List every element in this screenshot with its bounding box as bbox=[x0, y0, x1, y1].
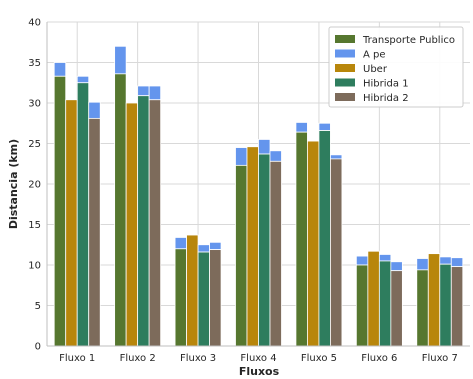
bar-walk-segment bbox=[88, 101, 101, 119]
y-tick-label: 0 bbox=[35, 342, 41, 353]
bar-transporte-publico bbox=[235, 164, 248, 347]
x-tick-label: Fluxo 1 bbox=[59, 353, 95, 364]
legend-swatch bbox=[335, 49, 355, 58]
bar-walk-segment bbox=[53, 62, 67, 77]
y-tick-label: 35 bbox=[28, 58, 41, 69]
legend-label: Hibrida 1 bbox=[363, 79, 409, 90]
bar-hibrida-2 bbox=[390, 270, 403, 347]
bar-walk-segment bbox=[416, 258, 429, 271]
legend-label: Hibrida 2 bbox=[363, 93, 409, 104]
y-tick-label: 25 bbox=[28, 139, 41, 150]
bar-walk-segment bbox=[174, 237, 187, 250]
bars-group bbox=[53, 45, 464, 347]
x-axis-label: Fluxos bbox=[239, 365, 280, 378]
bar-hibrida-1 bbox=[137, 95, 150, 347]
x-tick-label: Fluxo 4 bbox=[240, 353, 276, 364]
bar-walk-segment bbox=[330, 154, 343, 160]
bar-transporte-publico bbox=[295, 131, 308, 347]
bar-transporte-publico bbox=[174, 248, 187, 347]
bar-hibrida-2 bbox=[88, 117, 101, 347]
legend-label: Uber bbox=[363, 64, 388, 75]
y-tick-label: 5 bbox=[35, 301, 41, 312]
y-tick-labels: 0 5 10 15 20 25 30 35 40 bbox=[28, 18, 41, 353]
x-tick-label: Fluxo 5 bbox=[301, 353, 337, 364]
bar-transporte-publico bbox=[355, 264, 369, 347]
bar-walk-segment bbox=[450, 257, 464, 268]
bar-transporte-publico bbox=[114, 73, 127, 347]
bar-hibrida-1 bbox=[378, 260, 392, 347]
y-axis-label: Distancia (km) bbox=[7, 139, 20, 229]
bar-walk-segment bbox=[390, 261, 403, 272]
axes bbox=[46, 22, 470, 347]
bar-transporte-publico bbox=[416, 269, 429, 347]
legend-swatch bbox=[335, 93, 355, 101]
bar-walk-segment bbox=[209, 241, 222, 251]
bar-walk-segment bbox=[137, 85, 150, 97]
x-tick-label: Fluxo 3 bbox=[180, 353, 216, 364]
legend-label: Transporte Publico bbox=[362, 35, 455, 46]
bar-uber bbox=[186, 234, 199, 347]
bar-hibrida-2 bbox=[269, 160, 282, 347]
bar-walk-segment bbox=[148, 85, 162, 101]
bar-hibrida-1 bbox=[439, 263, 452, 347]
x-tick-label: Fluxo 2 bbox=[120, 353, 156, 364]
bar-walk-segment bbox=[318, 122, 331, 131]
y-tick-label: 30 bbox=[28, 99, 41, 110]
bar-hibrida-2 bbox=[209, 249, 222, 347]
bar-hibrida-1 bbox=[318, 130, 331, 347]
y-tick-label: 20 bbox=[28, 180, 41, 191]
bar-hibrida-2 bbox=[148, 99, 162, 347]
y-tick-label: 10 bbox=[28, 261, 41, 272]
x-tick-label: Fluxo 6 bbox=[361, 353, 397, 364]
x-tick-labels: Fluxo 1 Fluxo 2 Fluxo 3 Fluxo 4 Fluxo 5 Fluxo… bbox=[59, 353, 458, 364]
bar-uber bbox=[307, 140, 320, 347]
bar-walk-segment bbox=[76, 75, 90, 84]
bar-walk-segment bbox=[235, 147, 248, 166]
legend-label: A pe bbox=[363, 50, 386, 61]
bar-walk-segment bbox=[197, 244, 210, 253]
bar-walk-segment bbox=[355, 255, 369, 266]
legend-box bbox=[328, 26, 464, 108]
bar-walk-segment bbox=[439, 256, 452, 265]
y-tick-label: 15 bbox=[28, 220, 41, 231]
bar-walk-segment bbox=[295, 122, 308, 133]
bar-hibrida-1 bbox=[197, 251, 210, 347]
legend-swatch bbox=[335, 64, 355, 72]
bar-hibrida-2 bbox=[450, 266, 464, 347]
bar-walk-segment bbox=[114, 45, 127, 75]
bar-uber bbox=[125, 102, 139, 347]
legend-swatch bbox=[335, 35, 355, 43]
bar-uber bbox=[65, 99, 78, 347]
bar-uber bbox=[427, 253, 441, 347]
bar-walk-segment bbox=[269, 150, 282, 162]
x-tick-label: Fluxo 7 bbox=[422, 353, 458, 364]
legend: Transporte Publico A pe Uber Hibrida 1 Hibri… bbox=[328, 26, 464, 108]
bar-hibrida-1 bbox=[258, 153, 271, 347]
bar-hibrida-1 bbox=[76, 82, 90, 347]
y-tick-label: 40 bbox=[28, 18, 41, 29]
bar-uber bbox=[246, 146, 259, 347]
bar-walk-segment bbox=[378, 254, 392, 262]
bar-transporte-publico bbox=[53, 75, 67, 347]
legend-swatch bbox=[335, 78, 355, 87]
bar-hibrida-2 bbox=[330, 158, 343, 347]
bar-uber bbox=[367, 250, 380, 347]
bar-walk-segment bbox=[258, 139, 271, 155]
